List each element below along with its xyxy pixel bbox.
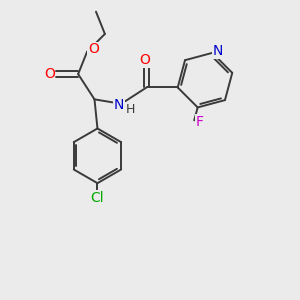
Text: H: H [126, 103, 135, 116]
Text: Cl: Cl [91, 191, 104, 205]
Text: F: F [196, 115, 204, 129]
Text: N: N [212, 44, 223, 58]
Text: O: O [88, 42, 99, 56]
Text: O: O [140, 53, 151, 67]
Text: N: N [114, 98, 124, 112]
Text: O: O [44, 67, 55, 81]
